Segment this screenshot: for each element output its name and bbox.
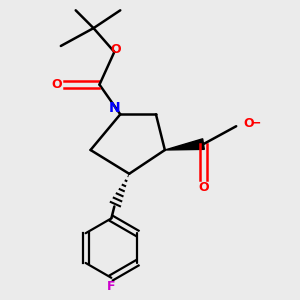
Text: O: O	[110, 43, 121, 56]
Text: O: O	[198, 181, 209, 194]
Text: N: N	[109, 101, 120, 116]
Text: F: F	[107, 280, 116, 292]
Text: O: O	[51, 78, 62, 91]
Text: O: O	[244, 117, 254, 130]
Polygon shape	[165, 139, 204, 150]
Text: −: −	[251, 116, 262, 129]
